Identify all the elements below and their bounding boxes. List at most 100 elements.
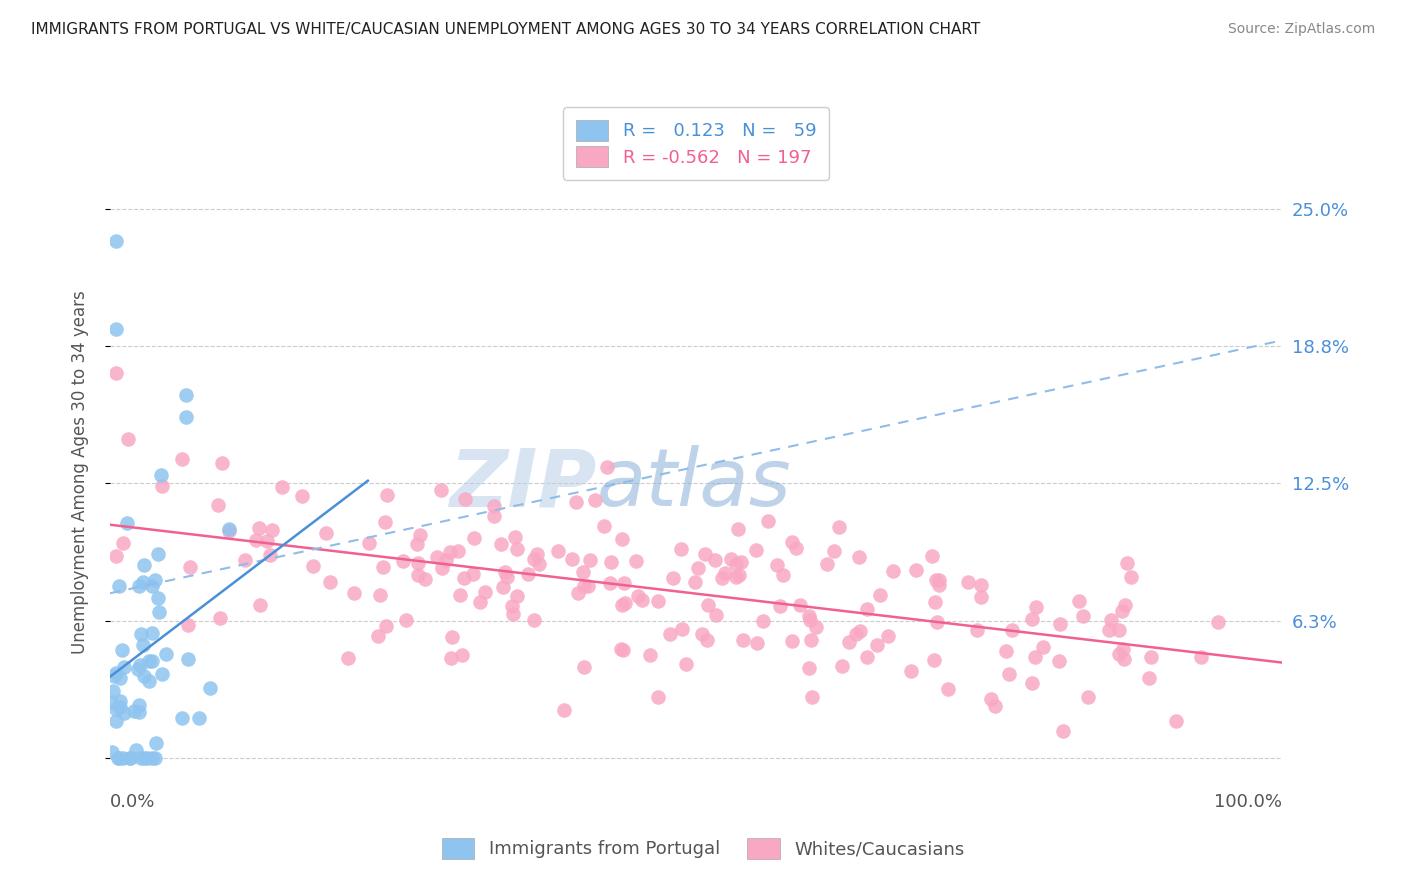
Text: IMMIGRANTS FROM PORTUGAL VS WHITE/CAUCASIAN UNEMPLOYMENT AMONG AGES 30 TO 34 YEA: IMMIGRANTS FROM PORTUGAL VS WHITE/CAUCAS… xyxy=(31,22,980,37)
Point xyxy=(572,565,595,579)
Point xyxy=(367,629,389,643)
Point xyxy=(714,566,737,581)
Point xyxy=(686,561,709,575)
Point xyxy=(122,705,145,719)
Point xyxy=(170,711,193,725)
Point xyxy=(994,644,1017,658)
Point xyxy=(671,622,693,636)
Point xyxy=(177,617,200,632)
Point xyxy=(128,698,150,712)
Point xyxy=(430,483,453,497)
Point xyxy=(838,635,860,649)
Point xyxy=(1071,609,1094,624)
Point xyxy=(936,682,959,697)
Point xyxy=(828,520,851,534)
Point xyxy=(101,684,124,698)
Point xyxy=(772,568,794,582)
Point xyxy=(800,690,823,704)
Point xyxy=(117,433,139,447)
Point xyxy=(669,542,692,557)
Point xyxy=(502,607,524,622)
Point xyxy=(1098,624,1121,638)
Point xyxy=(567,586,589,600)
Point xyxy=(271,480,294,494)
Point xyxy=(780,634,803,648)
Point xyxy=(523,551,546,566)
Point xyxy=(150,467,173,482)
Point xyxy=(984,698,1007,713)
Point xyxy=(997,667,1019,681)
Point xyxy=(614,596,637,610)
Point xyxy=(600,555,623,569)
Point xyxy=(928,578,950,592)
Point xyxy=(877,629,900,643)
Point xyxy=(484,508,506,523)
Point xyxy=(256,533,278,548)
Point xyxy=(132,558,155,573)
Point xyxy=(823,544,845,558)
Point xyxy=(406,568,429,582)
Point xyxy=(799,661,821,675)
Point xyxy=(426,549,449,564)
Legend: Immigrants from Portugal, Whites/Caucasians: Immigrants from Portugal, Whites/Caucasi… xyxy=(430,827,976,870)
Point xyxy=(724,558,747,572)
Point xyxy=(375,488,398,502)
Point xyxy=(970,578,993,592)
Point xyxy=(1139,649,1161,664)
Point xyxy=(112,706,135,720)
Point xyxy=(1049,617,1071,632)
Point xyxy=(845,627,868,641)
Point xyxy=(451,648,474,663)
Point xyxy=(730,555,752,569)
Point xyxy=(756,515,779,529)
Point xyxy=(247,521,270,535)
Point xyxy=(392,553,415,567)
Point xyxy=(104,714,127,728)
Point xyxy=(141,579,163,593)
Point xyxy=(1208,615,1230,630)
Point xyxy=(609,642,631,657)
Point xyxy=(104,367,127,381)
Point xyxy=(449,588,471,602)
Point xyxy=(406,557,429,571)
Point xyxy=(744,542,766,557)
Point xyxy=(804,620,827,634)
Point xyxy=(174,410,197,425)
Point xyxy=(447,544,470,558)
Point xyxy=(211,456,233,470)
Point xyxy=(626,590,648,604)
Point xyxy=(922,653,945,667)
Legend: R =   0.123   N =   59, R = -0.562   N = 197: R = 0.123 N = 59, R = -0.562 N = 197 xyxy=(562,107,830,180)
Point xyxy=(120,751,142,765)
Point xyxy=(105,549,128,563)
Point xyxy=(733,632,755,647)
Point xyxy=(108,671,131,685)
Point xyxy=(882,564,904,578)
Point xyxy=(150,479,173,493)
Point xyxy=(683,575,706,590)
Point xyxy=(315,526,337,541)
Point xyxy=(1047,654,1070,668)
Point xyxy=(138,673,160,688)
Text: ZIP: ZIP xyxy=(449,445,596,524)
Point xyxy=(921,549,943,563)
Point xyxy=(413,572,436,586)
Point xyxy=(463,532,485,546)
Text: atlas: atlas xyxy=(596,445,792,524)
Point xyxy=(725,570,748,584)
Point xyxy=(134,751,156,765)
Point xyxy=(900,665,922,679)
Point xyxy=(342,586,364,600)
Point xyxy=(1021,612,1043,626)
Point xyxy=(527,558,550,572)
Point xyxy=(1119,569,1142,583)
Point xyxy=(765,558,787,573)
Point xyxy=(434,553,457,567)
Point xyxy=(928,573,950,587)
Point xyxy=(579,553,602,567)
Point xyxy=(375,619,398,633)
Point xyxy=(561,551,583,566)
Point xyxy=(956,575,979,590)
Point xyxy=(111,751,134,765)
Point xyxy=(1021,676,1043,690)
